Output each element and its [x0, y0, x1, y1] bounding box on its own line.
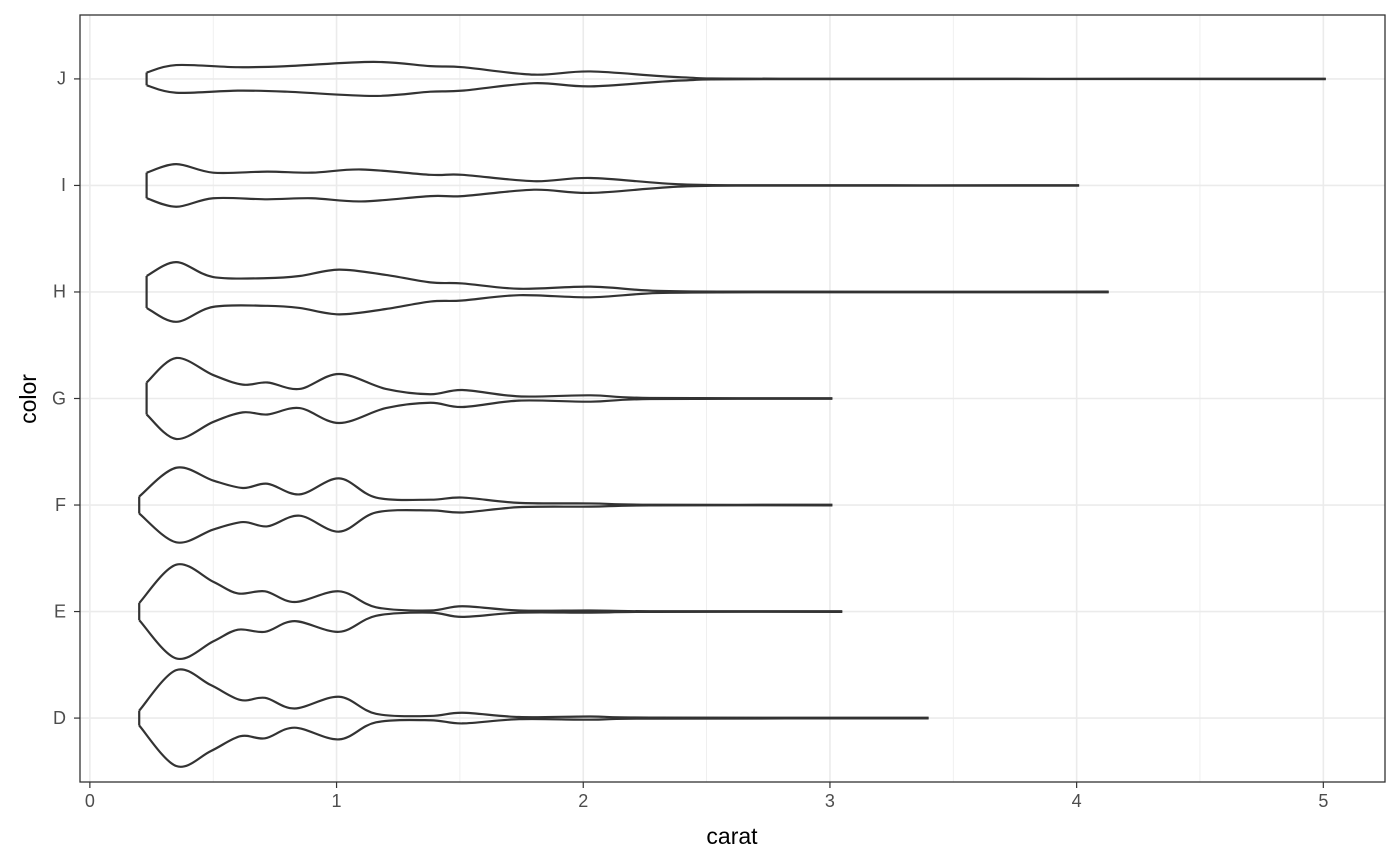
violin-outline — [146, 291, 1109, 323]
panel-border — [79, 14, 1386, 783]
violin-outline — [138, 717, 929, 768]
y-tick-label: G — [52, 388, 66, 408]
violin-outline — [146, 184, 1080, 208]
violin-outline — [138, 504, 833, 544]
x-tick-label: 2 — [578, 791, 588, 811]
violin-outline — [146, 77, 1326, 98]
x-tick-label: 3 — [825, 791, 835, 811]
violin-outline — [145, 397, 833, 441]
x-tick-label: 0 — [85, 791, 95, 811]
y-tick-label: J — [57, 69, 66, 89]
violin-outline — [146, 60, 1326, 80]
y-tick-label: D — [53, 708, 66, 728]
violin-outline — [138, 563, 843, 613]
x-axis-title: carat — [706, 823, 758, 849]
violin-outline — [138, 466, 833, 506]
x-tick-label: 4 — [1072, 791, 1082, 811]
y-axis-title: color — [15, 374, 41, 424]
y-tick-label: H — [53, 282, 66, 302]
y-tick-label: I — [61, 175, 66, 195]
y-tick-label: E — [54, 601, 66, 621]
x-tick-label: 5 — [1318, 791, 1328, 811]
x-tick-label: 1 — [332, 791, 342, 811]
violin-outline — [145, 356, 833, 400]
violin-outline — [138, 668, 929, 719]
y-tick-label: F — [55, 495, 66, 515]
violin-outline — [146, 261, 1109, 293]
violin-outline — [138, 610, 843, 661]
violin-outline — [146, 163, 1080, 187]
